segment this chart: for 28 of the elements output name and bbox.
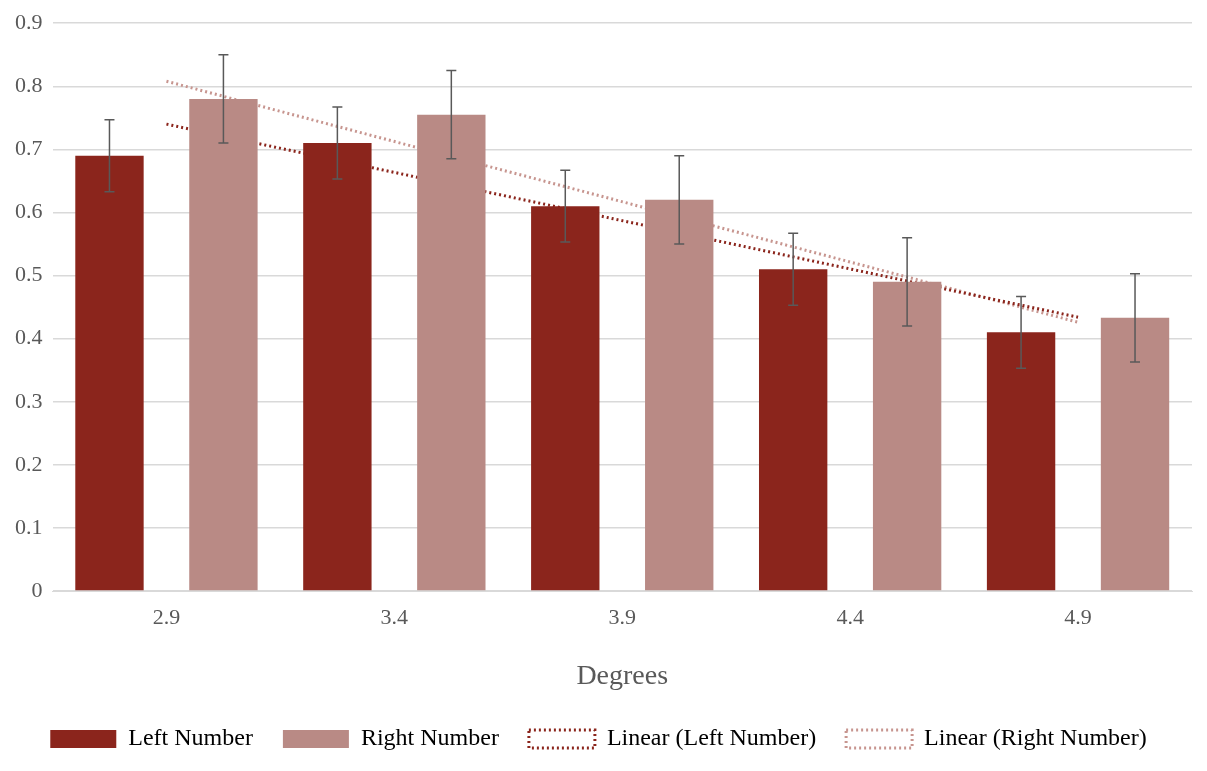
x-tick-label: 3.4 — [380, 603, 409, 629]
x-tick-label: 3.9 — [608, 603, 636, 629]
bar — [645, 199, 714, 591]
bar — [189, 98, 258, 591]
legend-label: Right Number — [360, 724, 499, 751]
x-tick-label: 4.4 — [836, 603, 864, 629]
x-tick-label: 4.9 — [1064, 603, 1092, 629]
x-tick-label: 2.9 — [152, 603, 181, 629]
bar — [1100, 317, 1170, 591]
y-tick-label: 0.4 — [15, 324, 43, 350]
y-tick-label: 0.2 — [15, 450, 43, 476]
bar — [986, 332, 1056, 591]
bar — [75, 155, 144, 591]
y-tick-label: 0.3 — [15, 387, 43, 413]
legend-label: Linear (Left Number) — [606, 724, 817, 751]
y-tick-label: 0.6 — [15, 198, 43, 224]
y-tick-label: 0.9 — [15, 8, 43, 34]
y-tick-label: 0 — [31, 576, 43, 602]
legend-label: Linear (Right Number) — [924, 724, 1147, 751]
x-axis-title: Degrees — [576, 658, 669, 690]
y-tick-label: 0.1 — [15, 513, 43, 539]
legend-label: Left Number — [128, 724, 253, 751]
bar — [758, 269, 828, 591]
y-tick-label: 0.5 — [15, 261, 43, 287]
y-tick-label: 0.7 — [15, 135, 43, 161]
y-tick-label: 0.8 — [15, 72, 43, 98]
bar — [872, 281, 942, 591]
bar — [417, 114, 486, 591]
